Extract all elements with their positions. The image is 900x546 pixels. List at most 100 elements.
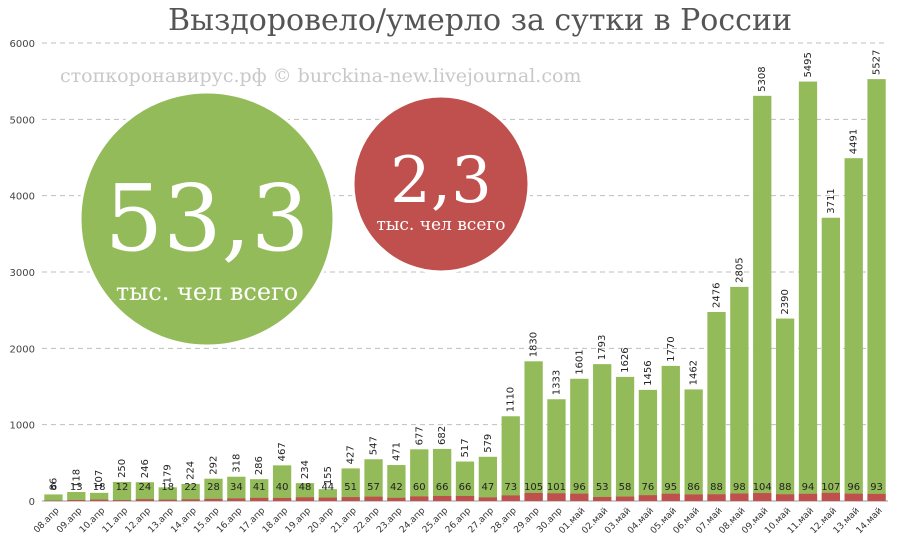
recovered-bar — [524, 361, 543, 501]
deaths-value-label: 98 — [733, 482, 746, 493]
deaths-value-label: 66 — [436, 482, 449, 493]
deaths-bar — [867, 493, 886, 501]
deaths-value-label: 86 — [687, 482, 700, 493]
recovered-value-label: 5308 — [757, 66, 768, 91]
deaths-bar — [570, 493, 589, 501]
deaths-bar — [661, 493, 680, 501]
recovered-value-label: 677 — [414, 426, 425, 445]
deaths-bar — [387, 497, 406, 501]
recovered-bar — [204, 478, 223, 501]
deaths-bar — [250, 497, 269, 501]
deaths-bar — [798, 493, 818, 501]
deaths-value-label: 6 — [50, 482, 56, 493]
recovered-value-label: 547 — [369, 436, 380, 455]
deaths-value-label: 42 — [390, 482, 403, 493]
recovered-value-label: 2805 — [734, 257, 745, 282]
deaths-value-label: 47 — [481, 482, 494, 493]
recovered-value-label: 155 — [323, 466, 334, 485]
deaths-value-label: 101 — [547, 482, 566, 493]
deaths-value-label: 41 — [253, 482, 266, 493]
recovered-bar — [227, 476, 246, 501]
recovered-bar — [753, 95, 772, 502]
deaths-value-label: 104 — [753, 482, 772, 493]
recovered-bar — [844, 158, 863, 501]
y-tick-label: 2000 — [10, 344, 35, 355]
deaths-bar — [753, 493, 772, 501]
deaths-bar — [272, 497, 292, 501]
deaths-bar — [478, 497, 498, 501]
deaths-bar — [501, 495, 520, 501]
deaths-bar — [295, 497, 315, 501]
deaths-bar — [821, 492, 840, 501]
chart-subtitle: стопкоронавирус.рф © burckina-new.livejo… — [60, 65, 581, 87]
x-axis: 08.апр09.апр10.апр11.апр12.апр13.апр14.а… — [32, 506, 885, 536]
recovered-value-label: 179 — [163, 464, 174, 483]
recovered-value-label: 1626 — [620, 347, 631, 372]
deaths-value-label: 13 — [70, 482, 83, 493]
recovered-bar — [44, 494, 63, 501]
deaths-value-label: 58 — [619, 482, 632, 493]
recovered-bar — [821, 217, 840, 502]
deaths-value-label: 96 — [847, 482, 860, 493]
recovered-bar — [570, 378, 589, 501]
deaths-bar — [593, 496, 612, 501]
recovered-bar — [867, 79, 886, 502]
deaths-value-label: 105 — [524, 482, 543, 493]
recovered-value-label: 5527 — [872, 50, 883, 75]
deaths-circle — [351, 94, 531, 274]
deaths-total-caption: тыс. чел всего — [376, 215, 505, 235]
recovered-value-label: 224 — [186, 461, 197, 480]
recovered-bar — [250, 479, 269, 501]
recovered-bar — [478, 456, 498, 501]
recovered-bar — [67, 491, 86, 501]
recovered-value-label: 86 — [48, 478, 59, 491]
recovered-value-label: 292 — [208, 456, 219, 475]
recovered-value-label: 286 — [254, 456, 265, 475]
recovered-bar — [295, 483, 315, 501]
deaths-value-label: 88 — [710, 482, 723, 493]
deaths-value-label: 66 — [459, 482, 472, 493]
y-tick-label: 0 — [29, 497, 35, 508]
recovered-bar — [272, 465, 292, 501]
recovered-bar — [684, 389, 703, 501]
deaths-bar — [410, 496, 429, 501]
recovered-value-label: 118 — [71, 469, 82, 488]
recovered-bar — [135, 482, 155, 501]
deaths-bar — [615, 496, 635, 501]
deaths-value-label: 73 — [504, 482, 517, 493]
deaths-bar — [707, 494, 726, 501]
recovered-value-label: 2390 — [780, 289, 791, 314]
recovered-value-label: 1110 — [506, 387, 517, 412]
recovered-bar — [707, 311, 726, 501]
deaths-value-label: 76 — [642, 482, 655, 493]
deaths-bar — [227, 498, 246, 501]
deaths-bar — [547, 493, 566, 501]
recovered-bar — [798, 81, 818, 501]
deaths-value-label: 48 — [299, 482, 312, 493]
recovered-bar — [661, 365, 680, 501]
y-tick-label: 4000 — [10, 192, 35, 203]
deaths-value-label: 107 — [821, 482, 840, 493]
deaths-total-value: 2,3 — [390, 144, 492, 218]
deaths-bar — [844, 493, 863, 501]
recovered-bar — [341, 468, 360, 501]
recovered-value-label: 2476 — [712, 283, 723, 308]
deaths-value-label: 57 — [367, 482, 380, 493]
deaths-total-badge: 2,3 тыс. чел всего — [351, 94, 531, 274]
y-tick-label: 1000 — [10, 421, 35, 432]
recovered-value-label: 107 — [94, 470, 105, 489]
recovered-value-label: 4491 — [849, 129, 860, 154]
deaths-value-label: 96 — [573, 482, 586, 493]
deaths-value-label: 44 — [321, 482, 334, 493]
recovered-bar — [364, 459, 383, 501]
recovered-value-label: 1333 — [551, 370, 562, 395]
deaths-bar — [364, 496, 383, 501]
deaths-value-label: 34 — [230, 482, 243, 493]
deaths-bar — [455, 495, 475, 501]
deaths-bar — [67, 500, 86, 501]
recovered-value-label: 1462 — [689, 360, 700, 385]
recovered-value-label: 318 — [231, 454, 242, 473]
recovered-total-badge: 53,3 тыс. чел всего — [78, 90, 336, 348]
